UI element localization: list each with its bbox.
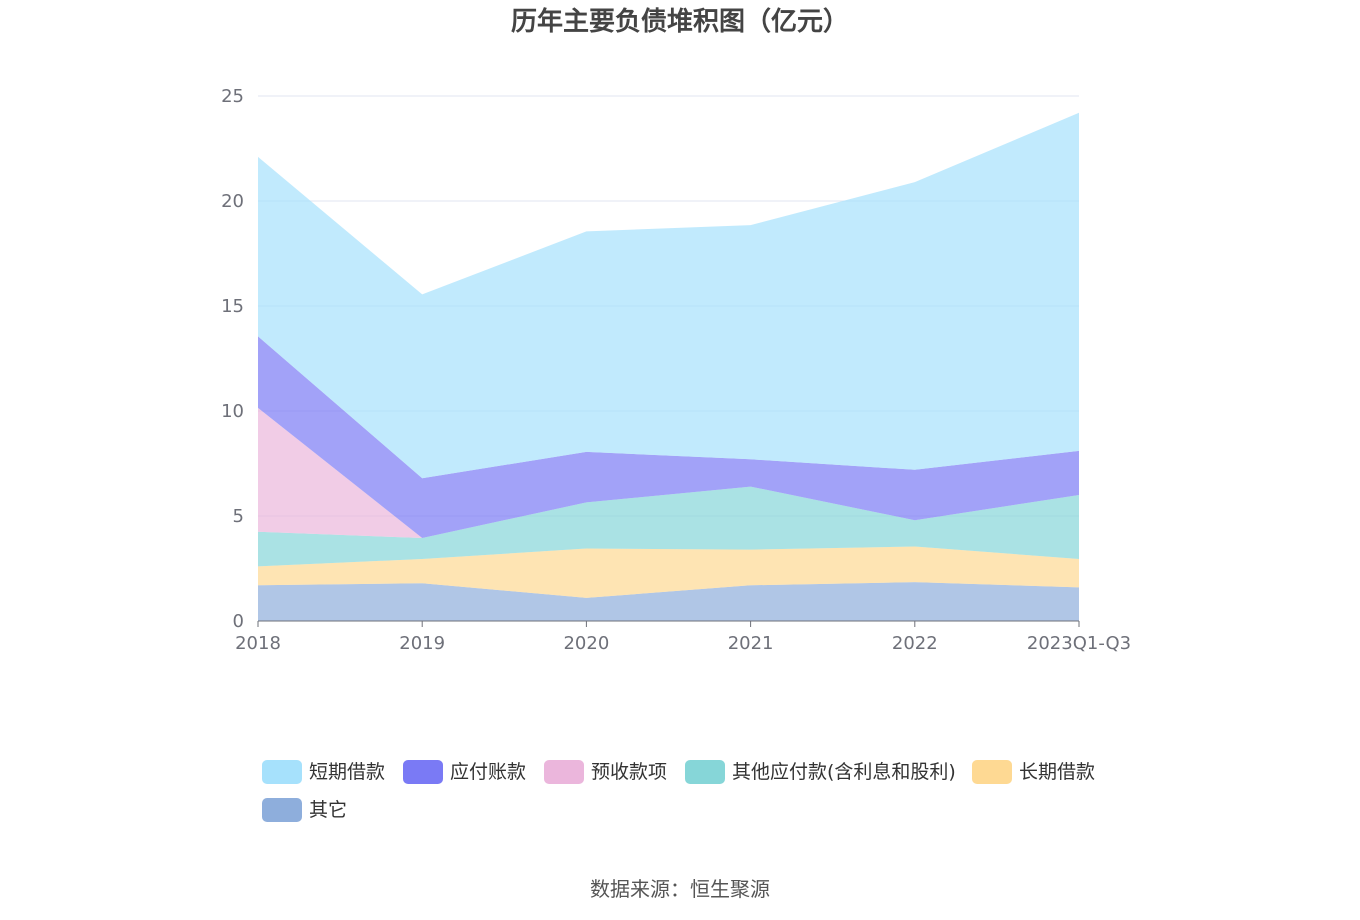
area-series-4: [258, 336, 1079, 538]
legend-label: 应付账款: [450, 761, 526, 783]
x-tick-label: 2022: [892, 633, 938, 654]
legend-item[interactable]: 预收款项: [544, 760, 667, 784]
x-tick-label: 2023Q1-Q3: [1027, 633, 1131, 654]
area-series-1: [258, 546, 1079, 598]
y-tick-label: 20: [221, 191, 244, 212]
y-tick-label: 0: [233, 611, 244, 632]
y-tick-label: 25: [221, 86, 244, 107]
legend-swatch: [262, 798, 302, 822]
area-series-5: [258, 112, 1079, 479]
y-tick-label: 5: [233, 506, 244, 527]
y-tick-label: 15: [221, 296, 244, 317]
legend-swatch: [403, 760, 443, 784]
legend-swatch: [972, 760, 1012, 784]
axes: 0 5 10 15 20 25 2018 2019 2020 2021 2022 2023Q1-Q3: [221, 86, 1131, 654]
legend-item[interactable]: 其它: [262, 798, 347, 822]
legend-label: 预收款项: [591, 761, 667, 783]
legend-item[interactable]: 短期借款: [262, 760, 385, 784]
legend-label: 长期借款: [1019, 761, 1095, 783]
data-source: 数据来源：恒生聚源: [590, 877, 770, 901]
legend-swatch: [262, 760, 302, 784]
chart-title: 历年主要负债堆积图（亿元）: [511, 6, 849, 37]
legend-label: 短期借款: [309, 761, 385, 783]
area-series-2: [258, 486, 1079, 567]
x-tick-label: 2021: [728, 633, 774, 654]
legend-swatch: [544, 760, 584, 784]
legend-label: 其它: [309, 799, 347, 821]
x-tick-label: 2019: [399, 633, 445, 654]
x-tick-label: 2018: [235, 633, 281, 654]
area-series-0: [258, 582, 1079, 621]
area-series-3: [258, 407, 1079, 538]
legend-item[interactable]: 其他应付款(含利息和股利): [685, 760, 956, 784]
x-tick-label: 2020: [563, 633, 609, 654]
legend-item[interactable]: 应付账款: [403, 760, 526, 784]
legend-label: 其他应付款(含利息和股利): [732, 761, 956, 783]
legend-item[interactable]: 长期借款: [972, 760, 1095, 784]
y-tick-label: 10: [221, 401, 244, 422]
legend-swatch: [685, 760, 725, 784]
area-series: [258, 112, 1079, 621]
